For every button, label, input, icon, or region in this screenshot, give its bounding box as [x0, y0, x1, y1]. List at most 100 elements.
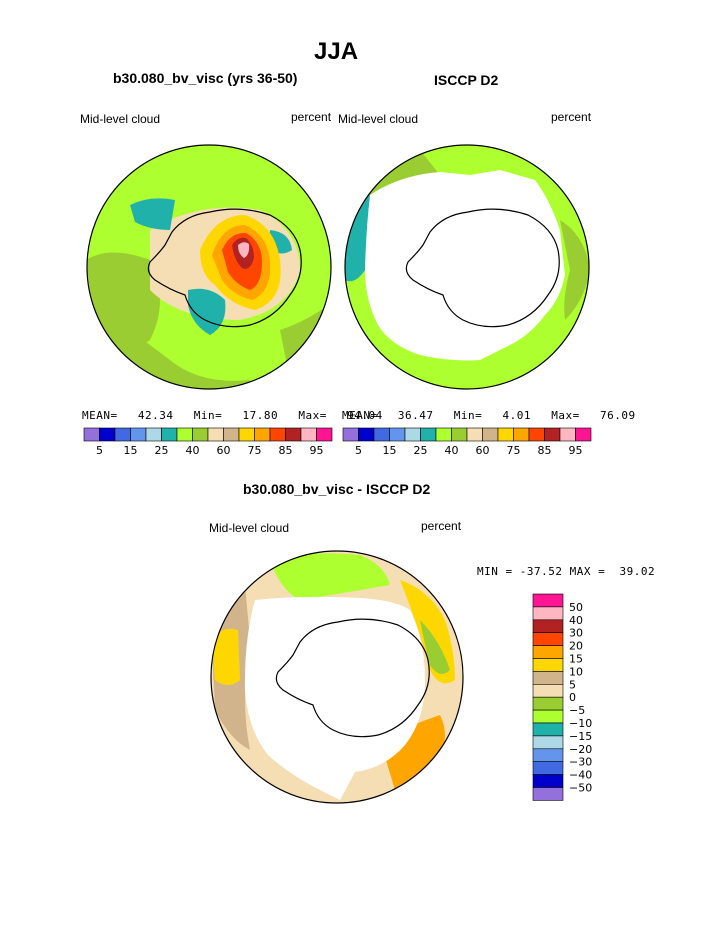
panel1-fill-teal: [130, 198, 175, 230]
panel2-min-label: Min=: [453, 409, 483, 422]
colorbar-swatch: [254, 427, 271, 442]
colorbar-tick-label: −15: [569, 730, 592, 743]
colorbar-swatch: [161, 427, 178, 442]
colorbar-swatch: [285, 427, 302, 442]
panel1-min-label: Min=: [193, 409, 223, 422]
panel2-coastline: [405, 208, 560, 328]
panel1-max-label: Max=: [298, 409, 327, 422]
panel2-subtitle: ISCCP D2: [434, 72, 499, 88]
diff-map-border: [210, 550, 464, 804]
colorbar-swatch: [373, 427, 390, 442]
colorbar-tick-label: 25: [155, 444, 169, 457]
colorbar-tick-label: −10: [569, 717, 592, 730]
colorbar-swatch: [532, 593, 564, 608]
panel2-mean-label: MEAN=: [342, 409, 378, 422]
colorbar-swatch: [238, 427, 255, 442]
colorbar-swatch: [389, 427, 406, 442]
colorbar-swatch: [532, 658, 564, 672]
colorbar-swatch: [223, 427, 240, 442]
colorbar-swatch: [532, 774, 564, 788]
panel1-fill-pink: [238, 242, 250, 258]
panel2-mean-value: 36.47: [397, 409, 434, 422]
colorbar-tick-label: 30: [569, 627, 583, 640]
colorbar-swatch: [83, 427, 100, 442]
colorbar-swatch: [192, 427, 209, 442]
colorbar-swatch: [482, 427, 499, 442]
panel1-max-value: 94.04: [347, 409, 383, 422]
colorbar-tick-label: 95: [310, 444, 324, 457]
diff-subtitle: b30.080_bv_visc - ISCCP D2: [243, 481, 431, 497]
colorbar-tick-label: 15: [124, 444, 138, 457]
colorbar-swatch: [544, 427, 561, 442]
colorbar-tick-label: −50: [569, 782, 592, 795]
panel1-map-border: [86, 144, 332, 390]
colorbar-tick-label: 75: [248, 444, 262, 457]
panel1-mean-value: 42.34: [137, 409, 174, 422]
colorbar-swatch: [532, 645, 564, 659]
colorbar-tick-label: −20: [569, 743, 592, 756]
panel2-max-value: 76.09: [600, 409, 636, 422]
colorbar-swatch: [176, 427, 193, 442]
colorbar-tick-label: −40: [569, 769, 592, 782]
panel2-max-label: Max=: [551, 409, 580, 422]
colorbar-tick-label: 40: [186, 444, 200, 457]
diff-coastline: [275, 618, 430, 738]
panel2-colorbar: 5 15 25 40 60 75 85 95: [342, 427, 592, 457]
panel2-map-border: [344, 144, 590, 390]
diff-fill-gold: [212, 628, 240, 685]
colorbar-swatch: [435, 427, 452, 442]
colorbar-tick-label: 15: [569, 653, 583, 666]
colorbar-swatch: [420, 427, 437, 442]
colorbar-tick-label: 5: [96, 444, 103, 457]
diff-units-label: percent: [421, 519, 462, 533]
colorbar-swatch: [532, 748, 564, 763]
colorbar-tick-label: 50: [569, 601, 583, 614]
panel1-min-value: 17.80: [242, 409, 279, 422]
colorbar-swatch: [532, 671, 564, 685]
colorbar-swatch: [532, 684, 564, 698]
colorbar-tick-label: −5: [569, 704, 585, 717]
colorbar-swatch: [559, 427, 576, 442]
colorbar-tick-label: 85: [279, 444, 293, 457]
colorbar-tick-label: 0: [569, 691, 576, 704]
panel1-variable-label: Mid-level cloud: [80, 112, 161, 126]
panel2-stats: MEAN= 36.47 Min= 4.01 Max= 76.09: [342, 409, 636, 422]
colorbar-tick-label: 25: [414, 444, 428, 457]
colorbar-tick-label: 40: [569, 614, 583, 627]
colorbar-tick-label: −30: [569, 756, 592, 769]
panel1-coastline: [147, 208, 302, 328]
colorbar-swatch: [114, 427, 131, 442]
colorbar-swatch: [532, 606, 564, 621]
colorbar-tick-label: 85: [538, 444, 552, 457]
colorbar-swatch: [130, 427, 147, 442]
colorbar-swatch: [532, 735, 564, 750]
colorbar-swatch: [451, 427, 468, 442]
panel1-mean-label: MEAN=: [82, 409, 118, 422]
page-title: JJA: [314, 38, 359, 65]
colorbar-tick-label: 5: [569, 678, 576, 691]
panel2-fill-dark-green: [560, 220, 589, 320]
colorbar-tick-label: 15: [383, 444, 397, 457]
colorbar-tick-label: 10: [569, 665, 583, 678]
colorbar-swatch: [466, 427, 483, 442]
panel2-units-label: percent: [551, 110, 592, 124]
panel2-min-value: 4.01: [502, 409, 531, 422]
colorbar-tick-label: 60: [217, 444, 231, 457]
colorbar-tick-label: 95: [569, 444, 583, 457]
colorbar-tick-label: 20: [569, 640, 583, 653]
colorbar-swatch: [575, 427, 592, 442]
colorbar-swatch: [532, 722, 564, 737]
diff-fill-light-green: [270, 553, 390, 600]
colorbar-swatch: [532, 619, 564, 633]
panel1-subtitle: b30.080_bv_visc (yrs 36-50): [113, 70, 298, 86]
colorbar-swatch: [532, 696, 564, 711]
colorbar-swatch: [342, 427, 359, 442]
diff-fill-dark-green: [420, 620, 450, 674]
panel1-colorbar: 5 15 25 40 60 75 85 95: [83, 427, 333, 457]
panel2-fill-field: [345, 145, 589, 389]
colorbar-tick-label: 75: [507, 444, 521, 457]
colorbar-swatch: [528, 427, 545, 442]
colorbar-swatch: [532, 787, 564, 801]
